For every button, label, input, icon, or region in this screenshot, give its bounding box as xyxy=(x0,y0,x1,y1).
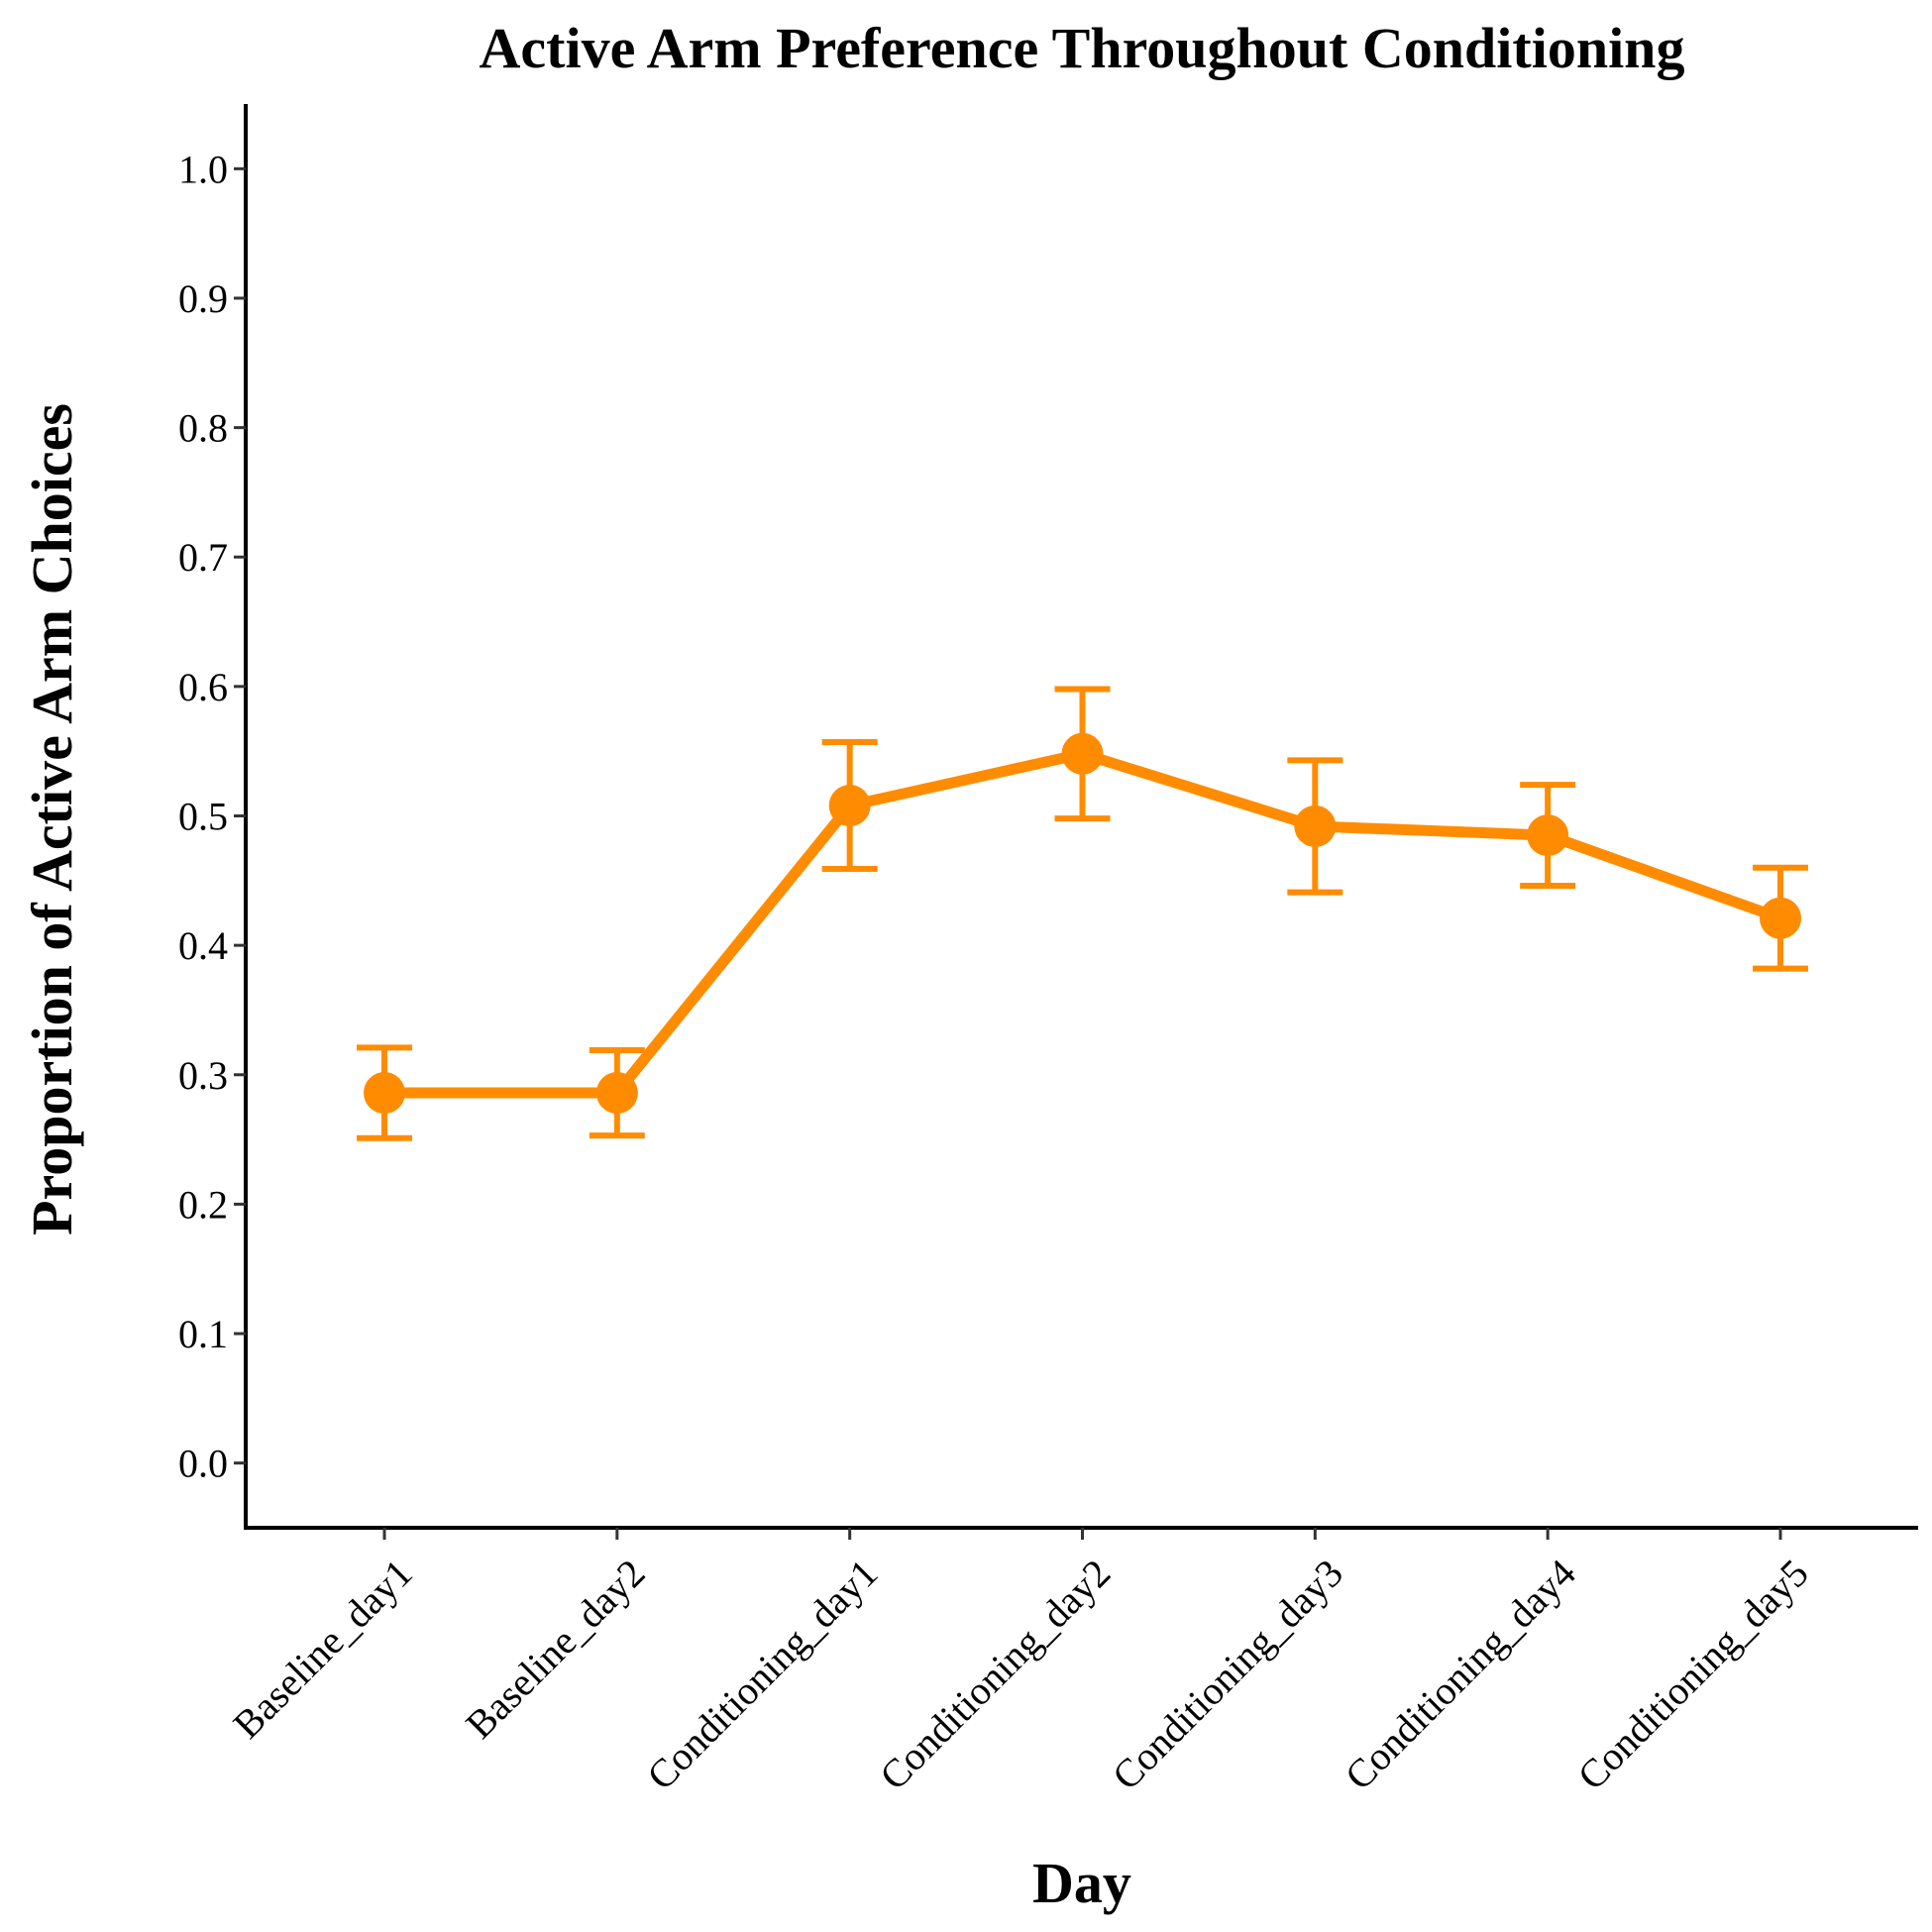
x-tick-label: Conditioning_day5 xyxy=(1568,1551,1816,1798)
data-point xyxy=(1527,814,1569,857)
x-tick-label: Conditioning_day2 xyxy=(871,1551,1119,1798)
y-tick-label: 0.1 xyxy=(178,1312,228,1356)
y-tick-label: 0.3 xyxy=(178,1053,228,1098)
x-tick-label: Conditioning_day4 xyxy=(1337,1551,1584,1798)
y-tick-label: 0.0 xyxy=(178,1442,228,1486)
x-tick-label: Baseline_day1 xyxy=(224,1551,420,1747)
x-tick-label: Conditioning_day3 xyxy=(1104,1551,1351,1798)
data-point xyxy=(364,1072,405,1115)
y-tick-label: 0.6 xyxy=(178,665,228,709)
y-tick-label: 0.9 xyxy=(178,276,228,321)
data-point xyxy=(828,785,871,827)
y-tick-label: 0.4 xyxy=(178,923,228,968)
y-tick-label: 0.8 xyxy=(178,406,228,451)
data-point xyxy=(1061,732,1104,775)
y-tick-label: 0.2 xyxy=(178,1182,228,1227)
data-point xyxy=(1760,897,1801,939)
x-tick-label: Baseline_day2 xyxy=(457,1551,653,1747)
y-tick-label: 1.0 xyxy=(178,147,228,191)
x-axis: Baseline_day1 Baseline_day2Conditioning_d… xyxy=(224,1526,1918,1798)
y-tick-label: 0.7 xyxy=(178,535,228,580)
y-axis: 0.0 0.1 0.2 0.3 0.4 0.5 0.6 0.7 0.8 0.9 1.0 xyxy=(178,104,248,1530)
y-axis-title: Proportion of Active Arm Choices xyxy=(20,403,84,1235)
x-tick-label: Conditioning_day1 xyxy=(638,1551,886,1798)
plot-area xyxy=(357,686,1808,1141)
y-tick-label: 0.5 xyxy=(178,795,228,839)
data-point xyxy=(595,1072,638,1115)
chart-title: Active Arm Preference Throughout Conditi… xyxy=(480,16,1685,80)
data-point xyxy=(1294,805,1337,847)
x-axis-title: Day xyxy=(1032,1851,1131,1915)
